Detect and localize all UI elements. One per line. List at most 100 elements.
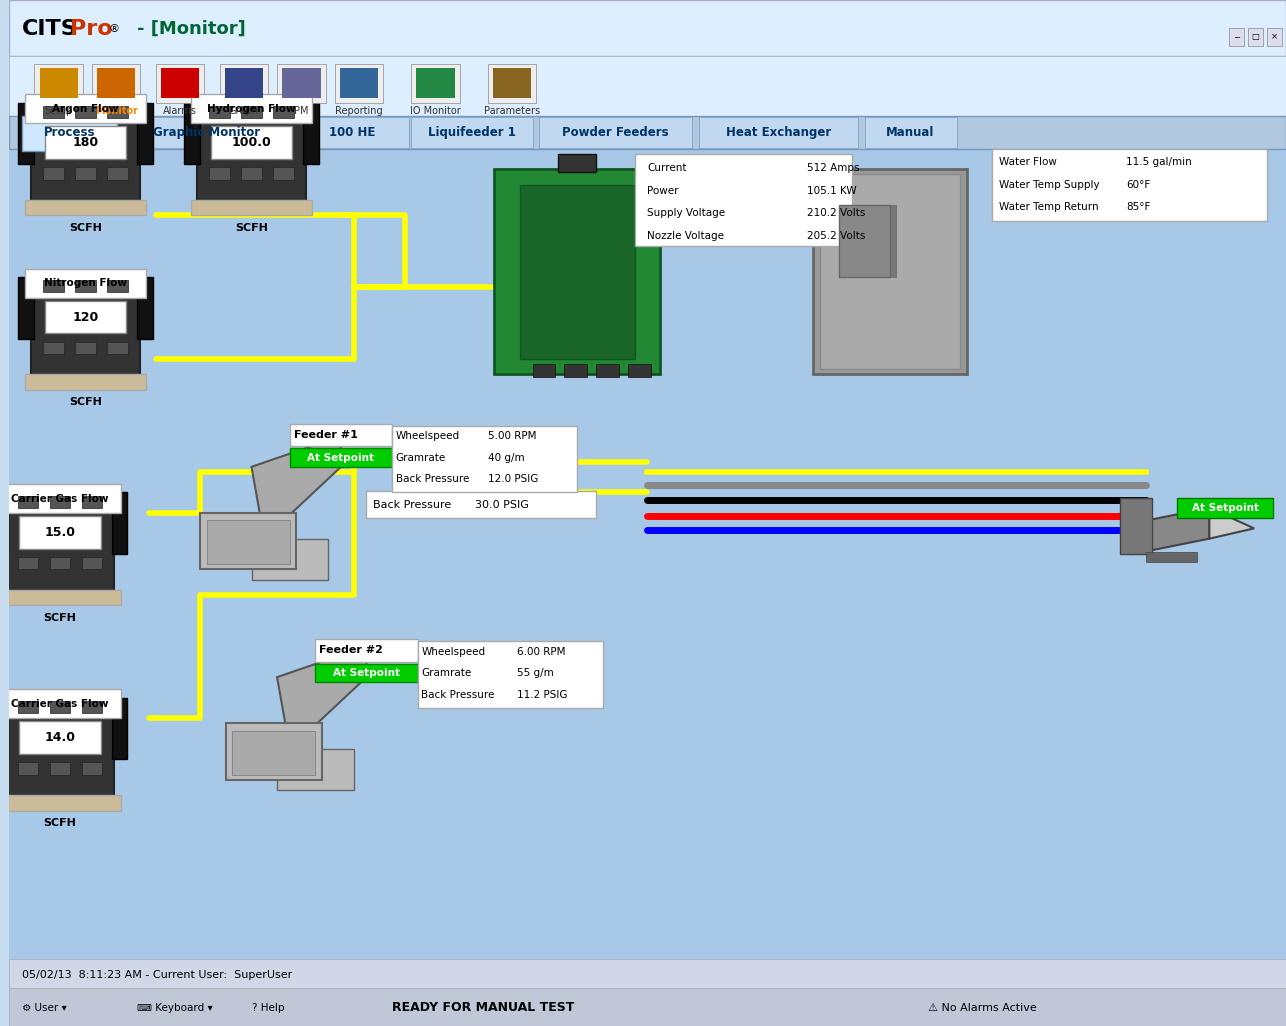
Bar	[138, 103, 153, 164]
Bar	[161, 68, 199, 98]
Bar	[864, 117, 957, 148]
Bar	[107, 342, 127, 354]
Bar	[44, 280, 64, 292]
Bar	[635, 154, 851, 246]
Text: 205.2 Volts: 205.2 Volts	[808, 231, 865, 241]
Text: Argon Flow: Argon Flow	[53, 104, 118, 114]
Bar	[273, 167, 293, 180]
Polygon shape	[276, 646, 367, 749]
Bar	[9, 988, 1286, 1026]
Text: 85°F: 85°F	[1127, 202, 1151, 212]
Bar	[107, 280, 127, 292]
Bar	[5, 693, 114, 800]
Bar	[1120, 498, 1152, 554]
Text: Hydrogen Flow: Hydrogen Flow	[207, 104, 296, 114]
Bar	[76, 167, 95, 180]
Bar	[289, 424, 392, 446]
Bar	[698, 117, 858, 148]
Text: SCFH: SCFH	[44, 818, 76, 828]
Text: ─: ─	[1233, 33, 1238, 41]
Bar	[40, 68, 78, 98]
Bar	[296, 117, 409, 148]
Bar	[417, 68, 454, 98]
Text: Supply Voltage: Supply Voltage	[647, 208, 725, 219]
Text: 5.00 RPM: 5.00 RPM	[487, 431, 536, 441]
Bar	[82, 557, 102, 569]
Text: ? Help: ? Help	[252, 1002, 284, 1013]
Text: Gramrate: Gramrate	[422, 668, 472, 678]
Text: Pro: Pro	[71, 18, 113, 39]
Text: ®: ®	[108, 24, 120, 34]
Bar	[18, 762, 39, 775]
Bar	[9, 959, 1286, 990]
Bar	[138, 277, 153, 339]
Text: SCFH: SCFH	[44, 613, 76, 623]
Bar	[0, 698, 8, 759]
Polygon shape	[252, 436, 341, 539]
Bar	[76, 106, 95, 118]
Bar	[282, 68, 320, 98]
Bar	[225, 68, 264, 98]
Text: Current: Current	[647, 163, 687, 173]
Bar	[289, 448, 392, 467]
Text: ⚠ No Alarms Active: ⚠ No Alarms Active	[928, 1002, 1037, 1013]
Bar	[50, 762, 71, 775]
Bar	[487, 64, 536, 103]
Bar	[50, 557, 71, 569]
Text: Gramrate: Gramrate	[396, 452, 446, 463]
Text: 120: 120	[72, 311, 99, 323]
Bar	[367, 491, 597, 518]
Bar	[539, 117, 692, 148]
Bar	[520, 185, 635, 359]
Text: Liquifeeder 1: Liquifeeder 1	[428, 126, 516, 139]
Text: 30.0 PSIG: 30.0 PSIG	[475, 500, 529, 510]
Bar	[107, 106, 127, 118]
Text: 11.5 gal/min: 11.5 gal/min	[1127, 157, 1192, 167]
Bar	[24, 269, 147, 298]
Text: Nozzle Voltage: Nozzle Voltage	[647, 231, 724, 241]
Bar	[1247, 28, 1263, 46]
Bar	[18, 701, 39, 713]
Bar	[35, 64, 84, 103]
Bar	[276, 749, 354, 790]
Text: Powder Feeders: Powder Feeders	[562, 126, 669, 139]
Text: 100.0: 100.0	[231, 136, 271, 149]
Bar	[190, 94, 312, 123]
Bar	[334, 64, 383, 103]
Text: SCFH: SCFH	[69, 223, 102, 233]
Bar	[252, 539, 328, 580]
Text: 100 HE: 100 HE	[329, 126, 376, 139]
Bar	[493, 68, 531, 98]
Bar	[9, 0, 1286, 56]
Bar	[50, 496, 71, 508]
Bar	[112, 492, 127, 554]
Bar	[494, 169, 660, 374]
Text: Graphic Monitor: Graphic Monitor	[153, 126, 260, 139]
Bar	[565, 364, 588, 377]
Bar	[1178, 498, 1273, 518]
Text: SCFH: SCFH	[235, 223, 267, 233]
Text: Power: Power	[647, 186, 679, 196]
Bar	[96, 68, 135, 98]
Bar	[1228, 28, 1244, 46]
Bar	[112, 698, 127, 759]
Bar	[31, 97, 140, 205]
Bar	[412, 117, 532, 148]
Bar	[1146, 552, 1196, 562]
Text: At Setpoint: At Setpoint	[1192, 503, 1259, 513]
Bar	[315, 664, 418, 682]
Bar	[242, 106, 262, 118]
Bar	[220, 64, 269, 103]
Text: At Setpoint: At Setpoint	[333, 668, 400, 678]
Bar	[207, 520, 289, 564]
Bar	[629, 364, 651, 377]
Text: Parameters: Parameters	[484, 106, 540, 116]
Bar	[82, 701, 102, 713]
Bar	[9, 149, 1286, 954]
Bar	[18, 277, 33, 339]
Text: Wheelspeed: Wheelspeed	[422, 646, 486, 657]
Text: Feeder #2: Feeder #2	[319, 645, 383, 656]
Text: Nitrogen Flow: Nitrogen Flow	[44, 278, 127, 288]
Bar	[315, 639, 418, 662]
Bar	[412, 64, 459, 103]
